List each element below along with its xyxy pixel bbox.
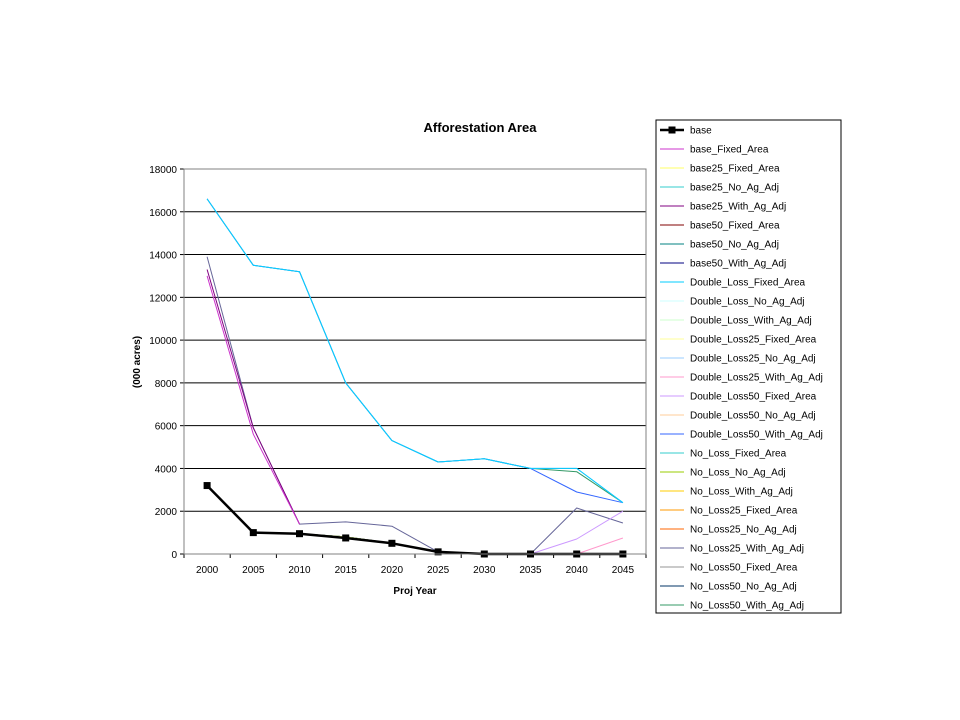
legend-label: No_Loss_Fixed_Area	[690, 449, 787, 460]
gridlines	[184, 168, 646, 512]
legend-label: No_Loss25_With_Ag_Adj	[690, 544, 804, 555]
legend-label: base_Fixed_Area	[690, 145, 769, 156]
legend-label: base25_No_Ag_Adj	[690, 183, 779, 194]
series-line-Double_Loss25_No_Ag_Adj	[206, 198, 624, 504]
legend-label: Double_Loss50_With_Ag_Adj	[690, 430, 823, 441]
y-tick-label: 18000	[149, 165, 177, 176]
y-tick-labels: 0 2000 4000 6000 8000 10000 12000 14000 16000 180…	[149, 165, 184, 561]
legend-label: Double_Loss25_With_Ag_Adj	[690, 373, 823, 384]
legend-label: No_Loss_No_Ag_Adj	[690, 468, 786, 479]
legend-label: No_Loss50_No_Ag_Adj	[690, 582, 797, 593]
legend-label: base25_Fixed_Area	[690, 164, 780, 175]
y-axis-label: (000 acres)	[132, 336, 143, 388]
y-tick-label: 12000	[149, 293, 177, 304]
series-lines	[203, 198, 627, 558]
x-tick-label: 2005	[242, 565, 265, 576]
x-tick-label: 2015	[335, 565, 358, 576]
series-line-base_Fixed_Area	[206, 275, 300, 525]
data-point-base	[296, 530, 303, 538]
data-point-base	[249, 529, 257, 537]
x-tick-label: 2045	[612, 565, 635, 576]
legend-label: base50_With_Ag_Adj	[690, 259, 786, 270]
legend-box	[655, 119, 842, 614]
series-line-Double_Loss50_With_Ag_Adj	[206, 198, 624, 504]
legend-label: No_Loss50_Fixed_Area	[690, 563, 798, 574]
x-tick-label: 2025	[427, 565, 450, 576]
series-line-No_Loss25_With_Ag_Adj	[206, 256, 624, 555]
y-tick-label: 14000	[149, 251, 177, 262]
y-tick-label: 2000	[155, 507, 178, 518]
x-axis-label: Proj Year	[393, 586, 436, 597]
legend-label: Double_Loss_With_Ag_Adj	[690, 316, 812, 327]
legend-label: base50_No_Ag_Adj	[690, 240, 779, 251]
y-tick-label: 10000	[149, 336, 177, 347]
x-tick-labels: 2000 2005 2010 2015 2020 2025 2030 2035 2040 2045	[183, 554, 647, 576]
legend-label: base50_Fixed_Area	[690, 221, 780, 232]
legend-label: Double_Loss_Fixed_Area	[690, 278, 806, 289]
x-tick-label: 2040	[566, 565, 589, 576]
y-tick-label: 8000	[155, 379, 178, 390]
x-tick-label: 2000	[196, 565, 219, 576]
x-tick-label: 2030	[473, 565, 496, 576]
plot-frame	[183, 168, 647, 555]
y-tick-label: 16000	[149, 208, 177, 219]
y-tick-label: 4000	[155, 464, 178, 475]
x-tick-label: 2010	[288, 565, 311, 576]
legend-marker	[668, 126, 676, 134]
y-tick-label: 6000	[155, 422, 178, 433]
legend-label: Double_Loss25_Fixed_Area	[690, 335, 817, 346]
data-point-base	[434, 548, 442, 556]
y-tick-label: 0	[171, 550, 177, 561]
data-point-base	[342, 534, 350, 542]
data-point-base	[388, 539, 396, 547]
chart-title: Afforestation Area	[424, 120, 538, 135]
legend-label: Double_Loss50_No_Ag_Adj	[690, 411, 816, 422]
legend-label: Double_Loss25_No_Ag_Adj	[690, 354, 816, 365]
legend-label: base25_With_Ag_Adj	[690, 202, 786, 213]
data-point-base	[203, 482, 211, 490]
series-line-No_Loss50_With_Ag_Adj	[206, 198, 624, 504]
legend-label: No_Loss50_With_Ag_Adj	[690, 601, 804, 612]
legend-label: No_Loss_With_Ag_Adj	[690, 487, 793, 498]
series-line-Double_Loss25_With_Ag_Adj	[207, 537, 624, 555]
series-line-base25_With_Ag_Adj	[206, 269, 300, 525]
legend-label: Double_Loss50_Fixed_Area	[690, 392, 817, 403]
legend: base base_Fixed_Area base25_Fixed_Areabase…	[655, 119, 842, 614]
legend-label: base	[690, 126, 712, 137]
legend-label: No_Loss25_Fixed_Area	[690, 506, 798, 517]
x-tick-label: 2035	[519, 565, 542, 576]
x-tick-label: 2020	[381, 565, 404, 576]
legend-label: Double_Loss_No_Ag_Adj	[690, 297, 805, 308]
series-line-Double_Loss_Fixed_Area	[206, 198, 624, 504]
legend-label: No_Loss25_No_Ag_Adj	[690, 525, 797, 536]
